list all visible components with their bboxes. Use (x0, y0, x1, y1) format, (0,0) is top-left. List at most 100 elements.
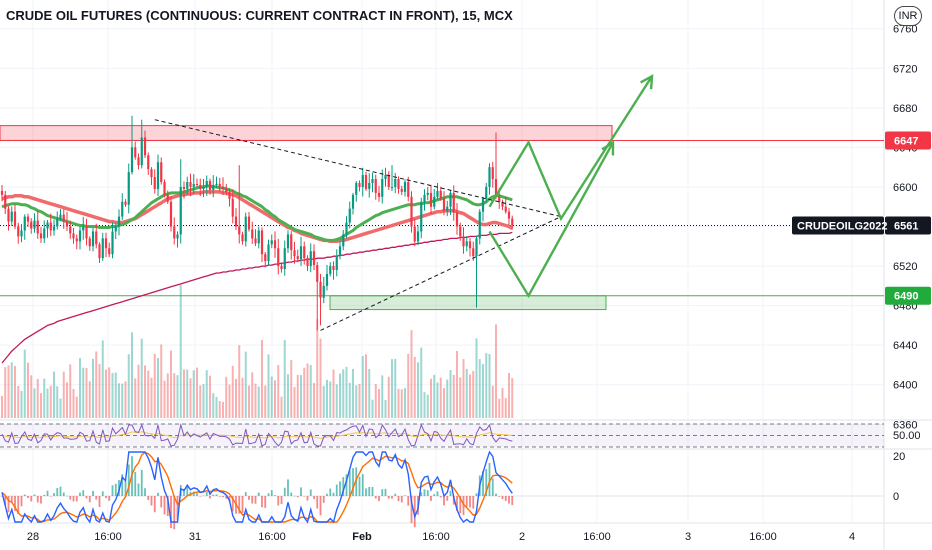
time-axis[interactable]: 28 16:00 31 16:00 Feb 16:00 2 16:00 3 16:00 4 (27, 531, 855, 543)
candle-body-61 (199, 184, 202, 189)
volume-bar-63 (205, 370, 208, 418)
candle-body-156 (507, 211, 511, 219)
y-tick-label-2: 6680 (893, 103, 917, 115)
volume-bar-123 (400, 389, 403, 418)
candle-body-55 (179, 186, 182, 235)
volume-bar-79 (257, 386, 260, 418)
volume-bar-36 (118, 383, 120, 418)
volume-bar-118 (384, 399, 387, 418)
volume-bar-142 (462, 359, 465, 418)
volume-bar-80 (261, 340, 263, 418)
x-tick-label-3: 16:00 (258, 531, 286, 543)
chart-drawings (154, 74, 654, 331)
macd-hist-3 (10, 496, 13, 503)
volume-bar-128 (417, 362, 419, 418)
macd-hist-151 (491, 478, 494, 496)
rsi-value-label: 50.00 (893, 430, 921, 442)
macd-hist-51 (166, 496, 169, 517)
macd-hist-146 (475, 493, 478, 496)
macd-hist-78 (254, 496, 257, 504)
price-badge-label-6561: 6561 (894, 221, 918, 233)
macd-hist-97 (316, 496, 319, 509)
x-tick-label-7: 16:00 (583, 531, 611, 543)
macd-hist-82 (267, 493, 270, 496)
volume-bar-146 (475, 338, 478, 418)
volume-bar-133 (433, 374, 436, 418)
volume-bar-20 (66, 382, 68, 418)
candle-body-149 (485, 186, 488, 199)
volume-bar-21 (69, 364, 72, 418)
candle-body-27 (88, 238, 91, 247)
volume-bar-17 (56, 386, 59, 418)
macd-hist-11 (36, 496, 39, 503)
macd-hist-20 (66, 495, 68, 497)
macd-hist-50 (163, 496, 166, 515)
macd-hist-37 (121, 474, 124, 496)
candle-body-150 (488, 167, 491, 187)
y-tick-label-4: 6600 (893, 182, 917, 194)
volume-bar-93 (303, 367, 306, 418)
macd-hist-123 (400, 496, 403, 503)
candle-body-66 (215, 183, 218, 185)
candle-body-105 (342, 234, 345, 247)
candle-body-50 (163, 182, 166, 195)
macd-hist-88 (287, 479, 289, 496)
volume-bar-104 (339, 373, 341, 418)
candle-body-2 (7, 208, 10, 222)
price-axis[interactable]: 6760672066806640660065606520648064406400… (792, 24, 931, 503)
macd-hist-101 (329, 488, 332, 496)
candle-body-115 (374, 179, 377, 193)
volume-bar-27 (88, 381, 91, 418)
macd-hist-70 (228, 496, 231, 502)
candle-body-116 (377, 192, 381, 197)
candle-body-12 (39, 233, 43, 239)
volume-bar-135 (439, 377, 442, 418)
macd-hist-121 (394, 493, 397, 496)
volume-bar-147 (478, 359, 481, 418)
macd-hist-141 (459, 496, 462, 514)
macd-hist-75 (244, 492, 247, 496)
macd-hist-150 (488, 462, 491, 496)
volume-bar-89 (290, 360, 293, 418)
macd-hist-98 (319, 496, 322, 516)
candle-body-126 (410, 196, 413, 227)
x-tick-label-1: 16:00 (94, 531, 122, 543)
volume-bar-102 (332, 369, 335, 418)
volume-bar-132 (430, 378, 432, 418)
volume-bar-92 (300, 375, 302, 418)
volume-bar-45 (147, 370, 150, 418)
candle-body-155 (504, 206, 507, 212)
candle-body-147 (478, 211, 481, 239)
volume-bar-74 (241, 377, 244, 418)
macd-hist-34 (111, 485, 114, 496)
x-tick-label-6: 2 (519, 531, 525, 543)
volume-bar-126 (410, 330, 413, 418)
candle-body-57 (186, 182, 189, 189)
macd-hist-22 (72, 496, 75, 502)
candle-body-68 (221, 186, 225, 189)
macd-hist-30 (98, 496, 101, 507)
macd-hist-5 (17, 496, 20, 515)
volume-bar-84 (274, 380, 276, 418)
volume-bar-96 (313, 383, 315, 418)
volume-bar-119 (387, 376, 390, 418)
volume-bar-2 (7, 365, 10, 418)
macd-hist-144 (469, 496, 471, 508)
volume-bar-110 (358, 383, 361, 418)
volume-bar-30 (98, 364, 101, 418)
bullish-path-arrowhead (640, 74, 654, 90)
candle-body-37 (121, 201, 124, 217)
currency-badge[interactable]: INR (894, 6, 922, 26)
volume-bar-70 (228, 384, 231, 418)
macd-hist-21 (69, 496, 72, 500)
macd-hist-140 (456, 496, 458, 511)
macd-hist-81 (264, 496, 267, 508)
macd-hist-142 (462, 496, 465, 516)
volume-bar-114 (371, 399, 374, 418)
volume-bars (1, 285, 514, 418)
macd-hist-29 (95, 496, 98, 500)
volume-bar-51 (166, 373, 169, 418)
y-tick-label-6: 6520 (893, 261, 917, 273)
